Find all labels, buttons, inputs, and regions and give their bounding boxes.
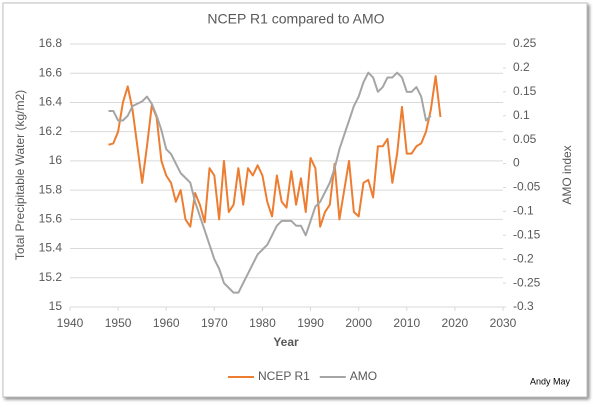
x-tick-label: 2030 xyxy=(490,316,517,330)
y2-tick-label: 0.1 xyxy=(513,108,530,122)
y2-tick-label: 0.2 xyxy=(513,60,530,74)
x-tick-label: 1950 xyxy=(105,316,132,330)
chart-title: NCEP R1 compared to AMO xyxy=(207,11,384,27)
x-tick-label: 1990 xyxy=(297,316,324,330)
y2-axis-label: AMO index xyxy=(560,145,574,204)
y2-tick-label: -0.3 xyxy=(513,299,534,313)
y-tick-label: 15.6 xyxy=(39,212,63,226)
y-tick-label: 16.4 xyxy=(39,95,63,109)
x-tick-label: 2010 xyxy=(393,316,420,330)
y-tick-label: 16.2 xyxy=(39,124,63,138)
x-tick-label: 1960 xyxy=(153,316,180,330)
y-axis-label: Total Precipitable Water (kg/m2) xyxy=(13,90,27,260)
x-tick-label: 2000 xyxy=(345,316,372,330)
y-tick-label: 15 xyxy=(49,299,63,313)
x-tick-label: 1980 xyxy=(249,316,276,330)
y2-tick-label: -0.2 xyxy=(513,251,534,265)
line-series xyxy=(108,71,432,294)
y2-tick-label: -0.1 xyxy=(513,204,534,218)
y-tick-label: 15.2 xyxy=(39,270,63,284)
annotation: Andy May xyxy=(530,376,571,386)
x-axis-label: Year xyxy=(273,335,299,349)
y-tick-label: 16.8 xyxy=(39,36,63,50)
y-tick-label: 16.6 xyxy=(39,65,63,79)
y2-tick-label: 0.25 xyxy=(513,36,537,50)
y-tick-label: 15.4 xyxy=(39,241,63,255)
y-tick-label: 16 xyxy=(49,153,63,167)
x-tick-label: 1940 xyxy=(57,316,84,330)
y2-tick-label: -0.25 xyxy=(513,275,541,289)
y2-tick-label: 0.15 xyxy=(513,84,537,98)
y2-tick-label: -0.05 xyxy=(513,180,541,194)
y2-tick-label: -0.15 xyxy=(513,227,541,241)
line-series xyxy=(108,75,442,228)
x-tick-label: 1970 xyxy=(201,316,228,330)
y-tick-label: 15.8 xyxy=(39,182,63,196)
legend-label: NCEP R1 xyxy=(258,369,310,383)
legend-label: AMO xyxy=(350,369,377,383)
x-tick-label: 2020 xyxy=(442,316,469,330)
y2-tick-label: 0 xyxy=(513,156,520,170)
y2-tick-label: 0.05 xyxy=(513,132,537,146)
